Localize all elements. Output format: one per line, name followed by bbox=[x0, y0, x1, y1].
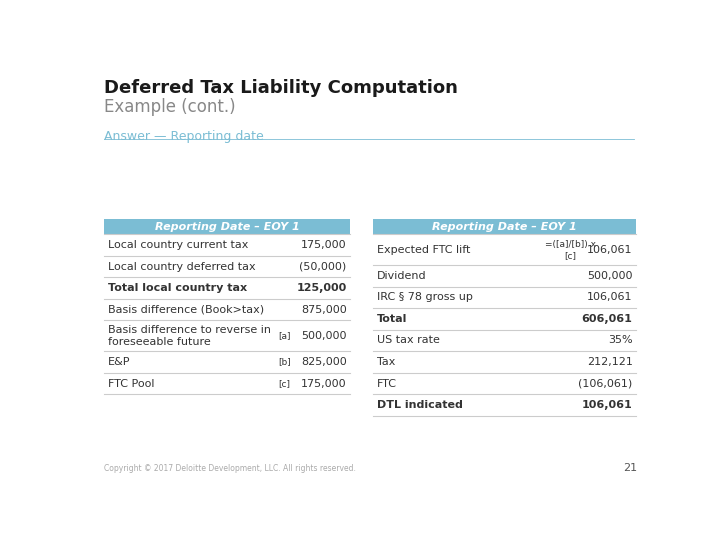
Text: 212,121: 212,121 bbox=[587, 357, 632, 367]
Text: Expected FTC lift: Expected FTC lift bbox=[377, 245, 470, 254]
Text: US tax rate: US tax rate bbox=[377, 335, 440, 346]
Text: 606,061: 606,061 bbox=[582, 314, 632, 324]
Text: Total local country tax: Total local country tax bbox=[108, 283, 247, 293]
Text: =([a]/[b]) x
[c]: =([a]/[b]) x [c] bbox=[545, 240, 596, 260]
Text: Dividend: Dividend bbox=[377, 271, 426, 281]
Text: 125,000: 125,000 bbox=[296, 283, 346, 293]
Text: 21: 21 bbox=[623, 463, 637, 473]
Text: [c]: [c] bbox=[279, 379, 291, 388]
Text: (106,061): (106,061) bbox=[578, 379, 632, 389]
Text: Answer — Reporting date: Answer — Reporting date bbox=[104, 130, 264, 143]
Text: Local country current tax: Local country current tax bbox=[108, 240, 248, 250]
Text: FTC: FTC bbox=[377, 379, 397, 389]
Text: 106,061: 106,061 bbox=[587, 245, 632, 254]
Text: IRC § 78 gross up: IRC § 78 gross up bbox=[377, 292, 472, 302]
Text: 175,000: 175,000 bbox=[301, 240, 346, 250]
Text: E&P: E&P bbox=[108, 357, 130, 367]
Text: (50,000): (50,000) bbox=[300, 261, 346, 272]
Text: 35%: 35% bbox=[608, 335, 632, 346]
Text: Local country deferred tax: Local country deferred tax bbox=[108, 261, 256, 272]
Text: 875,000: 875,000 bbox=[301, 305, 346, 315]
Text: 825,000: 825,000 bbox=[301, 357, 346, 367]
Text: 106,061: 106,061 bbox=[582, 400, 632, 410]
Text: 500,000: 500,000 bbox=[587, 271, 632, 281]
Text: Reporting Date – EOY 1: Reporting Date – EOY 1 bbox=[155, 221, 300, 232]
Text: Basis difference (Book>tax): Basis difference (Book>tax) bbox=[108, 305, 264, 315]
Bar bbox=[104, 219, 351, 234]
Text: 106,061: 106,061 bbox=[587, 292, 632, 302]
Text: 500,000: 500,000 bbox=[301, 331, 346, 341]
Text: DTL indicated: DTL indicated bbox=[377, 400, 463, 410]
Text: FTC Pool: FTC Pool bbox=[108, 379, 154, 389]
Text: Basis difference to reverse in
foreseeable future: Basis difference to reverse in foreseeab… bbox=[108, 325, 271, 347]
Bar bbox=[373, 219, 636, 234]
Text: 175,000: 175,000 bbox=[301, 379, 346, 389]
Text: Reporting Date – EOY 1: Reporting Date – EOY 1 bbox=[432, 221, 577, 232]
Text: Example (cont.): Example (cont.) bbox=[104, 98, 235, 116]
Text: Deferred Tax Liability Computation: Deferred Tax Liability Computation bbox=[104, 79, 458, 97]
Text: Tax: Tax bbox=[377, 357, 395, 367]
Text: [b]: [b] bbox=[278, 357, 291, 367]
Text: Total: Total bbox=[377, 314, 407, 324]
Text: Copyright © 2017 Deloitte Development, LLC. All rights reserved.: Copyright © 2017 Deloitte Development, L… bbox=[104, 464, 356, 473]
Text: [a]: [a] bbox=[278, 332, 291, 340]
